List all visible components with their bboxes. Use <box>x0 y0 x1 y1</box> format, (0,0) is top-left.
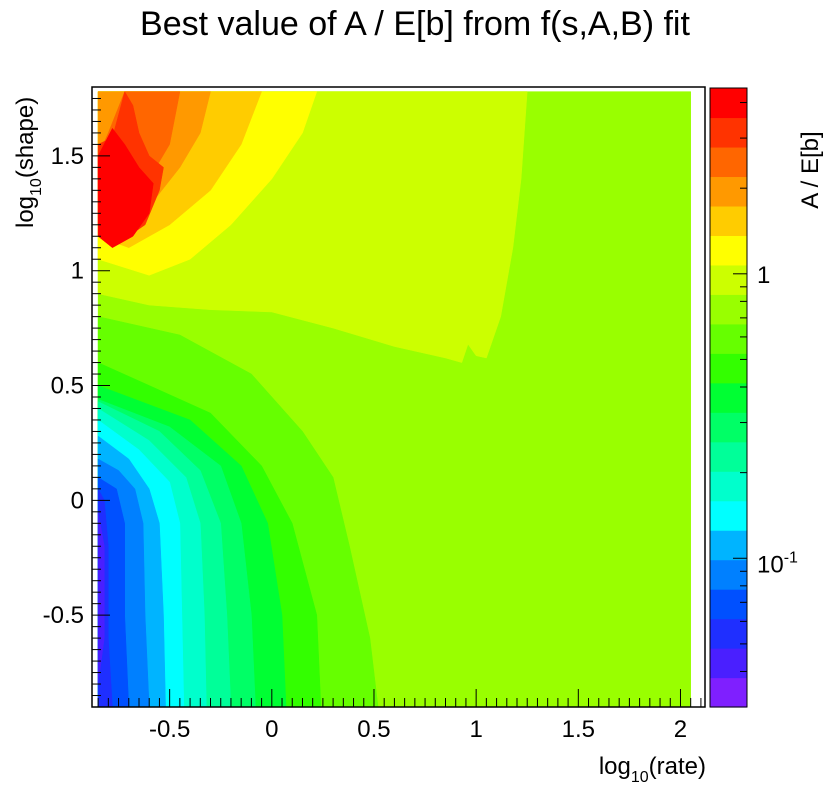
color-bar-cell <box>710 294 747 325</box>
color-bar-cell <box>710 117 747 148</box>
color-bar-cell <box>710 648 747 679</box>
plot-area <box>97 90 691 708</box>
color-bar-cell <box>710 677 747 708</box>
x-axis-label-base: log <box>599 753 631 780</box>
color-bar-cell <box>710 441 747 472</box>
color-bar-cell <box>710 146 747 178</box>
color-bar-cell <box>710 412 747 443</box>
y-tick-label: -0.5 <box>43 602 84 629</box>
color-bar-cell <box>710 176 747 207</box>
color-bar-frame <box>709 87 748 708</box>
x-tick-label: 1.5 <box>562 716 595 743</box>
x-axis-label-sub: 10 <box>631 769 649 786</box>
x-axis-label: log10(rate) <box>599 753 706 786</box>
contour-band-19 <box>97 127 154 248</box>
color-bar-cell <box>710 264 747 295</box>
color-bar-cell <box>710 205 747 236</box>
color-bar-cell <box>710 500 747 531</box>
x-axis-label-rest: (rate) <box>649 753 706 780</box>
color-bar-cell <box>710 353 747 384</box>
x-tick-label: 0.5 <box>357 716 390 743</box>
color-bar-cell <box>710 530 747 561</box>
color-bar-tick-label: 1 <box>757 262 770 289</box>
color-bar-cell <box>710 235 747 266</box>
color-bar-cell <box>710 471 747 502</box>
color-bar-tick-base: 10 <box>757 551 784 578</box>
color-bar-tick-label: 10-1 <box>757 549 798 578</box>
color-bar-cell <box>710 559 747 590</box>
x-axis: -0.5 0 0.5 1 1.5 2 <box>97 689 702 743</box>
y-tick-label: 0 <box>71 487 84 514</box>
x-tick-label: 0 <box>265 716 278 743</box>
y-axis-label-sub: 10 <box>28 178 45 196</box>
color-bar-tick-base: 1 <box>757 262 770 289</box>
y-tick-label: 1.5 <box>51 143 84 170</box>
color-bar: 10-1 1 <box>709 87 798 708</box>
x-tick-label: 1 <box>469 716 482 743</box>
y-axis: -0.5 0 0.5 1 1.5 <box>43 97 110 708</box>
color-bar-cell <box>710 589 747 620</box>
color-bar-tick-exp: -1 <box>784 549 798 566</box>
y-tick-label: 1 <box>71 258 84 285</box>
color-bar-cell <box>710 323 747 354</box>
y-tick-label: 0.5 <box>51 373 84 400</box>
color-bar-cell <box>710 382 747 413</box>
z-axis-label: A / E[b] <box>797 131 824 208</box>
y-axis-label-base: log <box>12 196 39 228</box>
y-axis-label-rest: (shape) <box>12 97 39 178</box>
x-tick-label: 2 <box>674 716 687 743</box>
y-axis-label: log10(shape) <box>12 97 45 228</box>
x-tick-label: -0.5 <box>149 716 190 743</box>
chart-title: Best value of A / E[b] from f(s,A,B) fit <box>140 5 690 43</box>
